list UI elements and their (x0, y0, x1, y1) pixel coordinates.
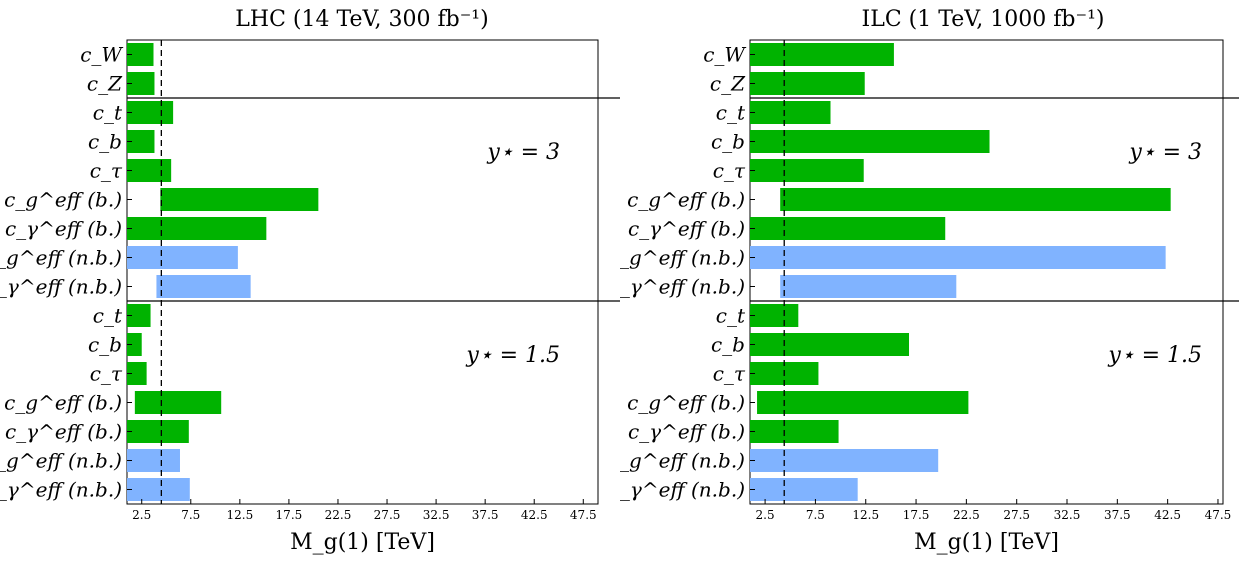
row-label: c_b (88, 130, 122, 154)
x-tick-label: 27.5 (374, 508, 401, 522)
row-label: c_γ^eff (n.b.) (0, 275, 122, 299)
row-label: c_g^eff (n.b.) (620, 449, 745, 473)
row-label: c_g^eff (n.b.) (0, 246, 122, 270)
row-label: c_g^eff (n.b.) (0, 449, 122, 473)
chart-title: LHC (14 TeV, 300 fb⁻¹) (235, 7, 488, 32)
x-tick-label: 12.5 (226, 508, 253, 522)
row-label: c_t (716, 101, 746, 125)
row-label: c_γ^eff (b.) (628, 217, 745, 241)
bar (127, 304, 151, 327)
plot-frame (126, 39, 599, 505)
bar (750, 333, 910, 356)
bar (127, 72, 155, 95)
row-label: c_g^eff (b.) (627, 188, 745, 212)
x-tick-label: 32.5 (1054, 508, 1081, 522)
row-label: c_γ^eff (n.b.) (620, 275, 745, 299)
bar (127, 246, 238, 269)
row-label: c_γ^eff (b.) (5, 217, 122, 241)
x-tick-label: 37.5 (472, 508, 499, 522)
x-tick-label: 37.5 (1104, 508, 1131, 522)
bar (134, 391, 222, 414)
x-tick-label: 2.5 (756, 508, 775, 522)
bar (127, 333, 142, 356)
bar (780, 188, 1171, 211)
bar (127, 420, 189, 443)
plot-frame (749, 39, 1224, 505)
group-label: y⋆ = 3 (486, 140, 560, 165)
x-tick-label: 27.5 (1003, 508, 1030, 522)
bar (127, 101, 174, 124)
row-label: c_τ (713, 159, 746, 183)
bar (750, 130, 990, 153)
row-label: c_γ^eff (b.) (5, 420, 122, 444)
bar (750, 449, 939, 472)
row-label: c_W (80, 43, 123, 67)
x-tick-label: 47.5 (1205, 508, 1232, 522)
x-tick-label: 22.5 (325, 508, 352, 522)
bar (750, 72, 865, 95)
group-label: y⋆ = 3 (1128, 140, 1202, 165)
bar (750, 43, 894, 66)
row-label: c_t (716, 304, 746, 328)
bar (750, 478, 858, 501)
bar (127, 217, 267, 240)
bar (750, 304, 799, 327)
bar (780, 275, 957, 298)
row-label: c_t (93, 101, 123, 125)
x-tick-label: 47.5 (570, 508, 597, 522)
bar (127, 43, 154, 66)
bar (750, 420, 839, 443)
chart-ilc-svg: ILC (1 TeV, 1000 fb⁻¹) c_W c_Z c_t c_b c_τ c_g… (608, 7, 1239, 555)
group-label: y⋆ = 1.5 (465, 343, 560, 368)
bar (127, 130, 155, 153)
x-tick-label: 7.5 (181, 508, 200, 522)
x-tick-label: 2.5 (132, 508, 151, 522)
x-tick-label: 7.5 (806, 508, 825, 522)
x-tick-label: 42.5 (1154, 508, 1181, 522)
row-label: c_Z (710, 72, 746, 96)
bar (750, 217, 946, 240)
bar (127, 159, 172, 182)
row-label: c_t (93, 304, 123, 328)
x-tick-label: 17.5 (276, 508, 303, 522)
row-label: c_b (88, 333, 122, 357)
x-tick-label: 12.5 (852, 508, 879, 522)
x-tick-label: 17.5 (903, 508, 930, 522)
bar (127, 478, 190, 501)
bar (160, 188, 319, 211)
bar (750, 159, 864, 182)
row-label: c_γ^eff (n.b.) (620, 478, 745, 502)
x-axis-label: M_g(1) [TeV] (290, 530, 435, 555)
row-label: c_g^eff (b.) (4, 391, 122, 415)
bar (156, 275, 251, 298)
bar (750, 101, 831, 124)
row-label: c_τ (713, 362, 746, 386)
row-label: c_g^eff (b.) (4, 188, 122, 212)
row-label: c_γ^eff (b.) (628, 420, 745, 444)
x-tick-label: 32.5 (423, 508, 450, 522)
group-label: y⋆ = 1.5 (1107, 343, 1202, 368)
x-tick-label: 22.5 (953, 508, 980, 522)
chart-ilc: ILC (1 TeV, 1000 fb⁻¹) c_W c_Z c_t c_b c_τ c_g… (608, 0, 1239, 576)
row-label: c_γ^eff (n.b.) (0, 478, 122, 502)
row-label: c_Z (87, 72, 123, 96)
bar (757, 391, 969, 414)
row-label: c_b (711, 130, 745, 154)
chart-lhc-svg: LHC (14 TeV, 300 fb⁻¹) c_W c_Z c_t c_b c_τ c_g… (0, 7, 620, 555)
bar (750, 246, 1166, 269)
row-label: c_g^eff (b.) (627, 391, 745, 415)
row-label: c_τ (90, 159, 123, 183)
row-label: c_b (711, 333, 745, 357)
chart-title: ILC (1 TeV, 1000 fb⁻¹) (862, 7, 1105, 32)
x-tick-label: 42.5 (521, 508, 548, 522)
row-label: c_W (703, 43, 746, 67)
row-label: c_τ (90, 362, 123, 386)
chart-lhc: LHC (14 TeV, 300 fb⁻¹) c_W c_Z c_t c_b c_τ c_g… (0, 7, 620, 555)
row-label: c_g^eff (n.b.) (620, 246, 745, 270)
bar (127, 449, 180, 472)
bar (127, 362, 147, 385)
x-axis-label: M_g(1) [TeV] (914, 530, 1059, 555)
